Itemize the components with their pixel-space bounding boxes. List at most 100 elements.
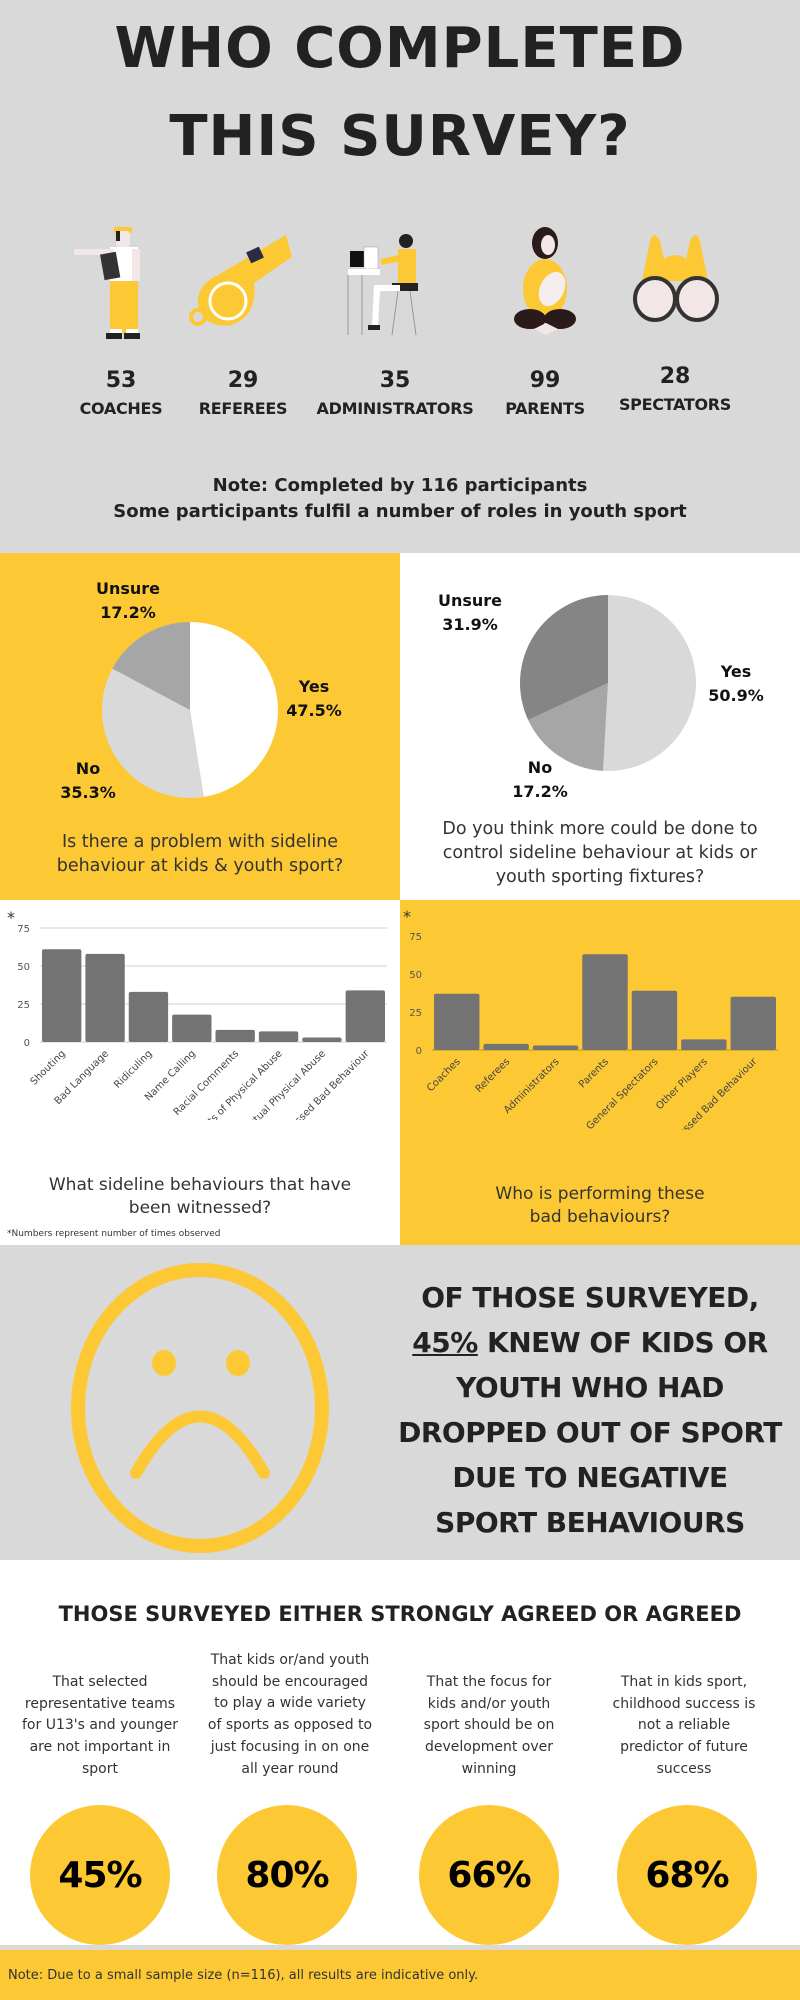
pie1-label-unsure-value: 17.2% [100,603,156,622]
bar2-question-line: Who is performing these [495,1184,705,1204]
pie2-label-yes-value: 50.9% [708,686,764,705]
statement-line: not a reliable [637,1717,731,1734]
role-coaches: 53 COACHES [36,225,206,418]
dropout-stat-line: 45% KNEW OF KIDS OR [390,1320,790,1365]
x-tick-label: Ridiculing [112,1048,154,1090]
pie1-label-no-name: No [75,759,101,778]
y-tick-label: 50 [17,962,30,973]
statement-line: kids and/or youth [427,1695,551,1712]
administrator-at-computer-icon [347,234,418,336]
pie1-label-yes-value: 47.5% [286,701,342,720]
binoculars-icon [633,235,719,322]
bar [302,1037,342,1042]
footer: Note: Due to a small sample size (n=116)… [0,1945,800,2000]
statement-line: sport [82,1760,118,1777]
bar-chart-behaviours-panel: * 0 25 50 75 Shouting Bad Language Ridiculing Na… [0,900,400,1245]
participants-note: Note: Completed by 116 participants Some… [0,473,800,525]
pie2-question: Do you think more could be done to contr… [400,817,800,889]
pie1-label-no: No 35.3% [58,757,118,805]
statement-line: should be encouraged [211,1673,369,1690]
pie2-question-line: control sideline behaviour at kids or [442,843,758,863]
statement-line: success [656,1760,712,1777]
pie1-slice-unsure [112,622,190,710]
agreement-percent-2: 80% [217,1805,357,1945]
x-tick-label: Parents [577,1056,611,1090]
role-count: 35 [379,368,411,393]
role-referees: 29 REFEREES [158,225,328,418]
agreement-title: THOSE SURVEYED EITHER STRONGLY AGREED OR… [58,1602,742,1626]
bar [172,1014,212,1042]
statement-line: of sports as opposed to [207,1717,373,1734]
statement-line: That in kids sport, [620,1674,748,1690]
pie1-question-line: Is there a problem with sideline [61,832,339,852]
pie-chart-more-could-be-done-panel: Unsure 31.9% Yes 50.9% No 17.2% Do you t… [400,553,800,900]
bar [345,990,385,1042]
chart-asterisk: * [7,908,15,927]
dropout-stat-section: OF THOSE SURVEYED, 45% KNEW OF KIDS OR Y… [0,1245,800,1560]
who-completed-section: WHO COMPLETED THIS SURVEY? 53 COACHES [0,0,800,553]
dropout-stat-line: DROPPED OUT OF SPORT [398,1416,782,1449]
pie2-label-unsure: Unsure 31.9% [430,589,510,637]
bar-chart-performers-panel: * 0 25 50 75 Coaches Referees Administrators Par… [400,900,800,1245]
x-tick-label: Other Players [654,1056,710,1112]
agreement-statement-4: That in kids sport, childhood success is… [604,1672,764,1781]
x-tick-label: Shouting [29,1048,68,1087]
chart-asterisk: * [403,907,411,926]
statement-line: winning [461,1760,517,1777]
pie2-label-no-value: 17.2% [512,782,568,801]
statement-line: development over [424,1739,554,1756]
x-tick-label: Referees [474,1056,513,1095]
roles-row: 53 COACHES 29 REFEREES [0,225,800,425]
coach-illustration-icon [74,227,140,339]
role-spectators: 28 SPECTATORS [590,225,760,414]
agreement-percent-3: 66% [419,1805,559,1945]
statement-line: That the focus for [426,1674,552,1690]
role-label: SPECTATORS [618,395,732,414]
role-label: COACHES [79,399,163,418]
bar [483,1043,529,1050]
pie-chart-more-could-be-done [520,595,697,771]
page-title-line1: WHO COMPLETED [114,16,686,81]
y-tick-label: 25 [409,1008,422,1019]
bar1-question-line: What sideline behaviours that have [48,1175,352,1195]
bar1-question: What sideline behaviours that have been … [0,1174,400,1220]
bar [85,953,125,1042]
bar1-footnote: *Numbers represent number of times obser… [7,1229,221,1239]
pie2-label-yes: Yes 50.9% [706,660,766,708]
dropout-stat-line: DUE TO NEGATIVE [452,1461,728,1494]
bar [582,954,628,1050]
statement-line: predictor of future [620,1739,748,1756]
statement-line: to play a wide variety [214,1695,366,1712]
pie1-label-unsure-name: Unsure [95,579,161,598]
role-count: 53 [105,368,137,393]
pie2-slice-yes [603,595,697,771]
pie1-label-yes-name: Yes [298,677,330,696]
role-administrators: 35 ADMINISTRATORS [310,225,480,418]
bar [631,990,678,1050]
statement-line: just focusing in on one [210,1738,370,1755]
y-tick-label: 50 [409,970,422,981]
statement-line: childhood success is [612,1695,756,1712]
pie2-label-unsure-name: Unsure [437,591,503,610]
bar [681,1039,727,1050]
bar [128,991,169,1042]
bar1-question-line: been witnessed? [128,1198,272,1218]
statement-line: That selected [52,1674,148,1690]
agreement-percent-4: 68% [617,1805,757,1945]
bar [215,1029,255,1042]
sad-face-icon [71,1263,329,1553]
pie2-question-line: youth sporting fixtures? [495,867,705,887]
pie1-slice-yes [190,622,278,797]
pie2-question-line: Do you think more could be done to [442,819,758,839]
dropout-stat-text: OF THOSE SURVEYED, 45% KNEW OF KIDS OR Y… [390,1275,790,1545]
bar [42,949,82,1042]
whistle-icon [189,235,292,326]
pie2-label-no: No 17.2% [510,756,570,804]
agreement-statement-1: That selected representative teams for U… [20,1672,180,1781]
role-label: PARENTS [505,399,585,418]
role-label: ADMINISTRATORS [316,399,474,418]
statement-line: all year round [241,1760,339,1777]
dropout-stat-line: YOUTH WHO HAD [456,1371,724,1404]
bar [434,993,480,1050]
